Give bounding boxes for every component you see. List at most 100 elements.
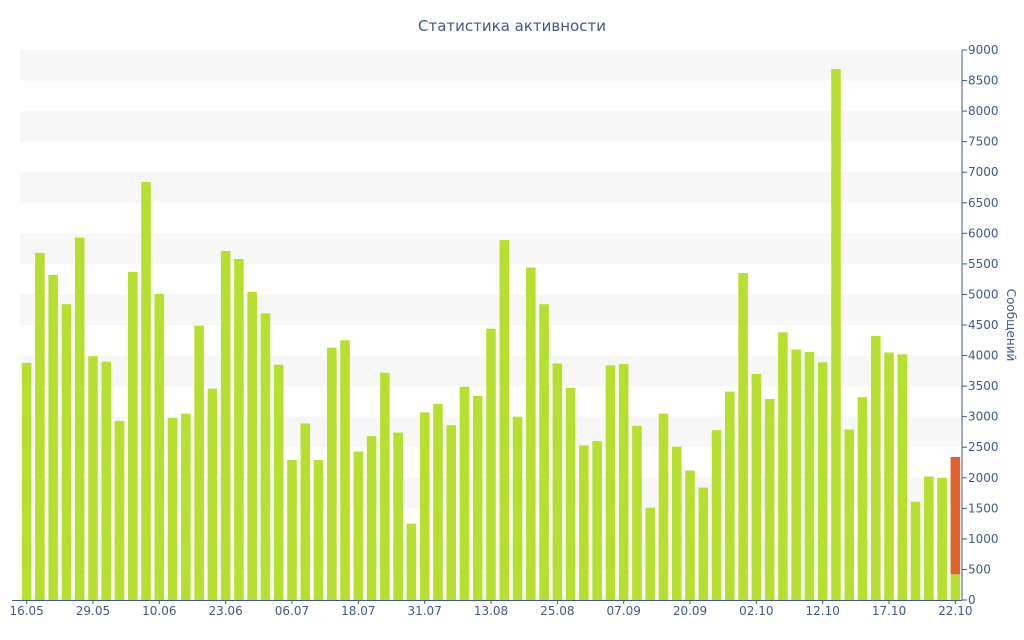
bar: [526, 267, 536, 600]
bar: [220, 251, 231, 601]
bar: [579, 445, 589, 600]
bar: [260, 313, 271, 600]
bar: [685, 470, 695, 600]
bar: [698, 487, 709, 600]
x-tick-label: 17.10: [872, 604, 906, 618]
y-tick-label: 0: [968, 593, 976, 607]
bar: [114, 420, 125, 600]
bar: [167, 417, 178, 600]
bar: [791, 349, 801, 600]
bar: [141, 182, 151, 600]
x-tick-label: 12.10: [806, 604, 840, 618]
bar: [565, 387, 576, 600]
bar: [671, 446, 682, 600]
bar: [406, 523, 417, 600]
bar: [101, 361, 112, 600]
bar: [380, 372, 390, 600]
bar: [592, 441, 602, 600]
bar: [273, 364, 284, 600]
x-tick-labels: 16.05 29.05 10.06 23.06 06.07 18.07 31.07 13.08…: [9, 600, 973, 618]
y-tick-label: 5000: [968, 287, 999, 301]
bar: [764, 398, 775, 600]
bar: [472, 395, 483, 600]
y-tick-label: 5500: [968, 257, 999, 271]
bar: [287, 460, 297, 600]
bar: [48, 274, 58, 600]
x-tick-label: 10.06: [142, 604, 176, 618]
bar: [433, 403, 443, 600]
bar: [194, 325, 204, 600]
bar: [74, 237, 85, 600]
y-tick-label: 8000: [968, 104, 999, 118]
grid-band: [20, 294, 960, 325]
bar: [844, 429, 855, 600]
bar: [21, 362, 32, 600]
bar: [725, 391, 735, 600]
y-tick-label: 8500: [968, 74, 999, 88]
x-tick-label: 22.10: [938, 604, 972, 618]
bar: [419, 412, 430, 600]
x-tick-label: 25.08: [540, 604, 574, 618]
y-tick-label: 1500: [968, 501, 999, 515]
bar: [831, 68, 841, 600]
bar: [897, 354, 908, 600]
y-tick-label: 6500: [968, 196, 999, 210]
x-tick-label: 20.09: [673, 604, 707, 618]
bar: [910, 501, 921, 600]
bar: [512, 416, 523, 600]
x-tick-label: 31.07: [407, 604, 441, 618]
bar: [605, 365, 616, 600]
bar: [313, 460, 324, 600]
grid-band: [20, 50, 960, 81]
bar: [446, 425, 456, 600]
chart-title: Статистика активности: [418, 17, 606, 35]
grid-band: [20, 233, 960, 264]
y-axis-label: Сообщений: [1004, 289, 1018, 362]
y-tick-label: 2500: [968, 440, 999, 454]
x-tick-label: 06.07: [275, 604, 309, 618]
bar-current-day: [950, 457, 961, 575]
y-tick-label: 4000: [968, 349, 999, 363]
bars: [21, 68, 961, 601]
bar: [393, 432, 403, 600]
bar: [778, 332, 788, 600]
bar: [207, 388, 218, 600]
bar: [234, 259, 244, 600]
bar: [738, 273, 748, 600]
y-tick-labels: 0 500 1000 1500 2000 2500 3000 3500 4000 4500 5000…: [962, 43, 999, 607]
bar: [181, 413, 191, 600]
bar: [486, 328, 496, 600]
bar: [366, 436, 377, 600]
bar: [539, 304, 549, 600]
bar: [154, 293, 165, 600]
grid-band: [20, 172, 960, 203]
y-tick-label: 3500: [968, 379, 999, 393]
x-tick-label: 29.05: [76, 604, 110, 618]
x-tick-label: 02.10: [739, 604, 773, 618]
bar: [937, 477, 947, 600]
x-tick-label: 13.08: [474, 604, 508, 618]
bar: [127, 271, 138, 600]
bar: [751, 373, 762, 600]
bar: [327, 347, 337, 600]
bar: [645, 507, 655, 600]
bar: [658, 413, 669, 600]
bar: [340, 340, 350, 600]
bar: [618, 364, 629, 600]
bar: [950, 574, 961, 600]
y-tick-label: 2000: [968, 471, 999, 485]
y-tick-label: 500: [968, 562, 991, 576]
x-tick-label: 07.09: [606, 604, 640, 618]
bar: [88, 356, 98, 600]
bar: [817, 362, 828, 600]
bar: [552, 363, 563, 600]
x-tick-label: 16.05: [9, 604, 43, 618]
bar: [804, 351, 815, 600]
bar: [857, 397, 868, 600]
bar: [884, 352, 894, 600]
grid-band: [20, 111, 960, 142]
x-tick-label: 23.06: [208, 604, 242, 618]
x-tick-label: 18.07: [341, 604, 375, 618]
